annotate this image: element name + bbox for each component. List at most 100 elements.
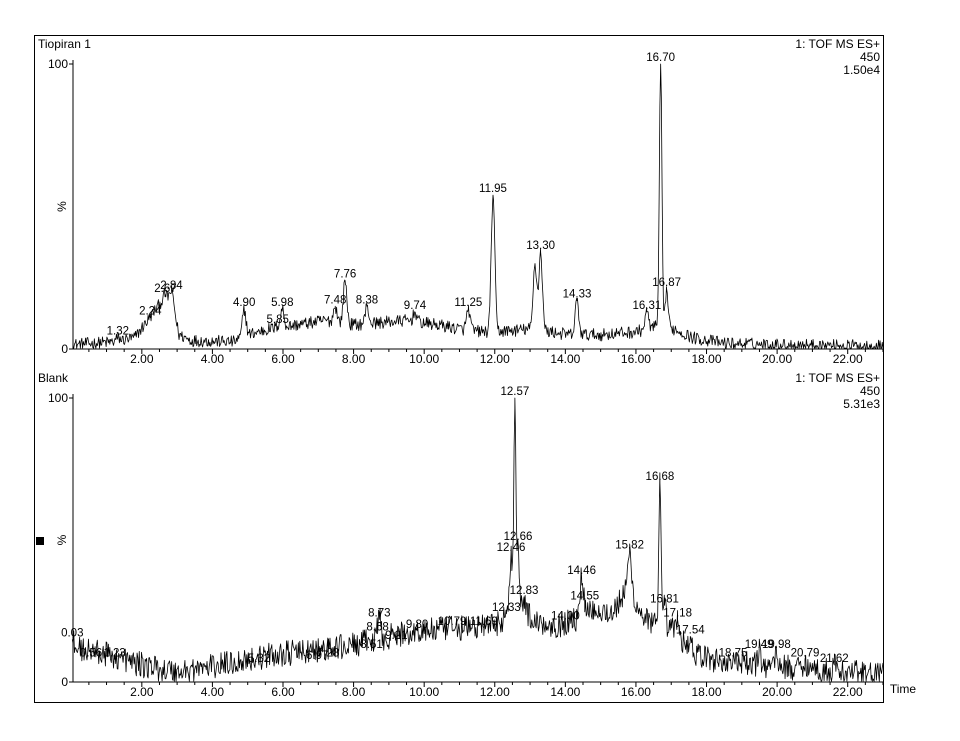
- peak-label-text: 6.97: [306, 650, 328, 662]
- peak-label-text: 14.33: [563, 289, 592, 301]
- x-tick-label: 16.00: [621, 352, 651, 366]
- x-tick-label: 10.00: [409, 352, 439, 366]
- panel-title: Blank: [38, 371, 69, 385]
- peak-label-text: 10.79: [438, 616, 467, 628]
- header-line: 450: [860, 50, 880, 64]
- x-tick-label: 18.00: [692, 352, 722, 366]
- peak-label-text: 7.28: [317, 647, 339, 659]
- peak-label-6-97: 6.97: [306, 650, 328, 662]
- x-tick-label: 8.00: [342, 352, 366, 366]
- peak-label-16-87: 16.87: [652, 277, 681, 289]
- peak-label-13-30: 13.30: [526, 240, 555, 252]
- peak-label-1-32: 1.32: [107, 326, 129, 338]
- x-tick-label: 18.00: [692, 685, 722, 699]
- peak-label-12-33: 12.33: [492, 602, 521, 614]
- peak-label-text: 16.68: [646, 471, 675, 483]
- peak-label-text: 12.83: [510, 585, 539, 597]
- peak-label-11-25: 11.25: [454, 297, 482, 309]
- x-axis-label: Time: [890, 682, 917, 696]
- peak-label-text: 11.25: [454, 297, 482, 309]
- peak-label-17-54: 17.54: [676, 625, 705, 637]
- peak-label-text: 2.84: [160, 280, 183, 292]
- peak-label-7-76: 7.76: [334, 269, 356, 281]
- peak-label-12-66: 12.66: [504, 531, 533, 543]
- x-tick-label: 12.00: [480, 352, 510, 366]
- peak-label-0-03: 0.03: [61, 627, 83, 639]
- peak-label-text: 9.74: [404, 300, 427, 312]
- peak-label-8-38: 8.38: [356, 294, 378, 306]
- peak-label-14-33: 14.33: [563, 289, 592, 301]
- peak-label-14-00: 14.00: [551, 610, 580, 622]
- header-line: 1: TOF MS ES+: [795, 371, 880, 385]
- x-tick-label: 20.00: [762, 685, 792, 699]
- peak-label-text: 14.00: [551, 610, 580, 622]
- peak-label-text: 9.21: [385, 630, 407, 642]
- x-tick-label: 10.00: [409, 685, 439, 699]
- peak-label-text: 0.03: [61, 627, 83, 639]
- peak-label-12-57: 12.57: [500, 386, 529, 398]
- y-axis-label: %: [55, 201, 69, 212]
- peak-label-text: 8.51: [360, 639, 382, 651]
- peak-label-7-48: 7.48: [324, 294, 346, 306]
- peak-label-0-56: 0.56: [80, 647, 102, 659]
- peak-label-text: 2.67: [154, 283, 176, 295]
- peak-label-text: 18.75: [719, 647, 748, 659]
- peak-label-14-46: 14.46: [567, 565, 596, 577]
- peak-label-11-95: 11.95: [479, 183, 507, 195]
- peak-label-9-80: 9.80: [406, 619, 428, 631]
- peak-label-15-82: 15.82: [615, 539, 644, 551]
- peak-label-text: 1.23: [103, 647, 125, 659]
- peak-label-text: 20.79: [791, 647, 820, 659]
- x-tick-label: 4.00: [201, 352, 225, 366]
- peak-label-8-51: 8.51: [360, 639, 382, 651]
- panel-title: Tiopiran 1: [38, 37, 91, 51]
- x-tick-label: 20.00: [762, 352, 792, 366]
- peak-label-text: 8.38: [356, 294, 378, 306]
- peak-label-text: 12.66: [504, 531, 533, 543]
- peak-label-11-69: 11.69: [470, 616, 498, 628]
- y-tick-label: 0: [61, 342, 68, 356]
- peak-label-text: 7.76: [334, 269, 356, 281]
- header-line: 5.31e3: [843, 397, 880, 411]
- peak-label-text: 5.85: [267, 314, 289, 326]
- x-tick-label: 14.00: [550, 685, 580, 699]
- x-tick-label: 4.00: [201, 685, 225, 699]
- peak-label-text: 9.80: [406, 619, 428, 631]
- peak-label-2-84: 2.84: [160, 280, 183, 292]
- peak-label-10-79: 10.79: [438, 616, 467, 628]
- peak-label-text: 1.32: [107, 326, 129, 338]
- peak-label-text: 13.30: [526, 240, 555, 252]
- peak-label-text: 14.46: [567, 565, 596, 577]
- peak-label-18-75: 18.75: [719, 647, 748, 659]
- peak-label-14-55: 14.55: [570, 590, 599, 602]
- y-tick-label: 100: [48, 57, 68, 71]
- peak-label-16-81: 16.81: [650, 593, 679, 605]
- header-line: 450: [860, 384, 880, 398]
- y-axis-label: %: [55, 534, 69, 545]
- peak-label-text: 12.46: [497, 542, 526, 554]
- peak-label-9-21: 9.21: [385, 630, 407, 642]
- peak-label-4-90: 4.90: [233, 297, 255, 309]
- peak-label-text: 19.98: [762, 639, 791, 651]
- peak-label-text: 17.54: [676, 625, 705, 637]
- peak-label-8-73: 8.73: [368, 608, 390, 620]
- peak-label-16-31: 16.31: [632, 300, 661, 312]
- x-tick-label: 22.00: [833, 685, 863, 699]
- peak-label-2-24: 2.24: [139, 306, 162, 318]
- peak-label-12-83: 12.83: [510, 585, 539, 597]
- figure-frame: [34, 35, 884, 703]
- y-tick-label: 100: [48, 391, 68, 405]
- peak-label-5-85: 5.85: [267, 314, 289, 326]
- series-line: [71, 397, 884, 682]
- peak-label-text: 4.90: [233, 297, 255, 309]
- peak-label-12-46: 12.46: [497, 542, 526, 554]
- x-tick-label: 2.00: [130, 352, 154, 366]
- x-tick-label: 2.00: [130, 685, 154, 699]
- peak-label-16-70: 16.70: [646, 52, 675, 64]
- peak-label-16-68: 16.68: [646, 471, 675, 483]
- peak-label-text: 21.62: [820, 653, 849, 665]
- peak-label-5-32: 5.32: [248, 653, 270, 665]
- peak-label-17-18: 17.18: [663, 608, 692, 620]
- y-tick-label: 0: [61, 675, 68, 689]
- peak-label-text: 8.73: [368, 608, 390, 620]
